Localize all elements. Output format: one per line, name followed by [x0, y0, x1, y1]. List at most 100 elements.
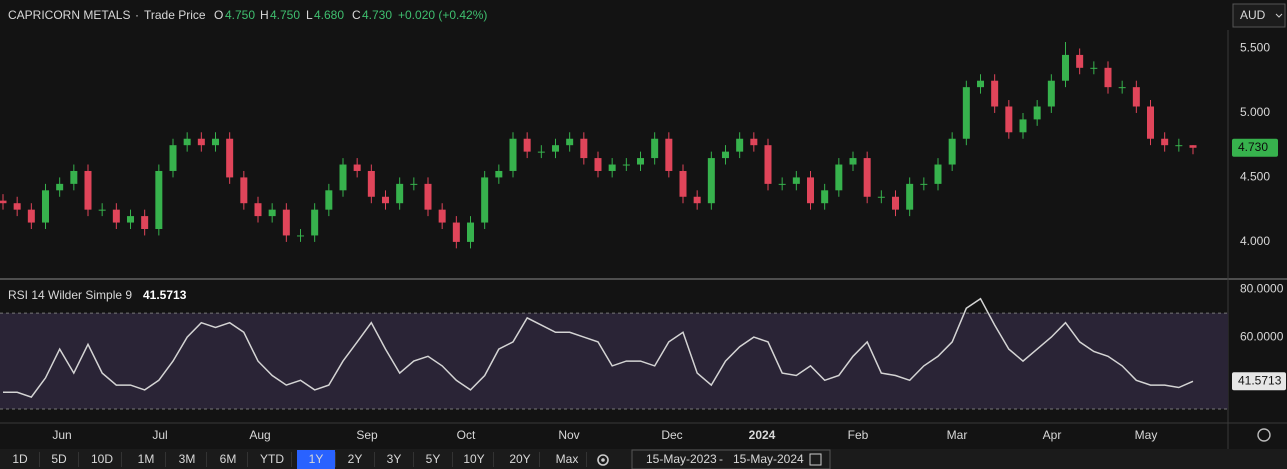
candle-body: [708, 158, 715, 203]
candle-body: [396, 184, 403, 203]
y-tick-label: 60.0000: [1240, 329, 1284, 343]
range-button[interactable]: 5D: [51, 452, 67, 466]
ohlc-value: 4.680: [314, 8, 344, 22]
candle-body: [538, 152, 545, 153]
range-button[interactable]: 1M: [138, 452, 155, 466]
candle-body: [793, 177, 800, 183]
separator: ·: [135, 8, 139, 22]
candle-body: [1034, 107, 1041, 120]
range-button[interactable]: 5Y: [426, 452, 441, 466]
candle-body: [1175, 145, 1182, 146]
candle-body: [56, 184, 63, 190]
candle-body: [141, 216, 148, 229]
candle-body: [566, 139, 573, 145]
y-tick-label: 80.0000: [1240, 281, 1284, 295]
range-button[interactable]: 6M: [220, 452, 237, 466]
candle-body: [609, 165, 616, 171]
x-tick-label: Aug: [249, 428, 270, 442]
candle-body: [524, 139, 531, 152]
candle-body: [1105, 68, 1112, 87]
range-button[interactable]: 3Y: [387, 452, 402, 466]
candle-body: [212, 139, 219, 145]
candle-body: [42, 190, 49, 222]
x-tick-label: Jul: [152, 428, 167, 442]
x-tick-label: Mar: [947, 428, 968, 442]
candle-body: [949, 139, 956, 165]
candle-body: [722, 152, 729, 158]
range-button[interactable]: YTD: [260, 452, 284, 466]
candle-body: [807, 177, 814, 203]
x-tick-label: Sep: [356, 428, 378, 442]
candle-body: [467, 223, 474, 242]
range-button[interactable]: 2Y: [348, 452, 363, 466]
x-tick-label: Nov: [558, 428, 579, 442]
candle-body: [906, 184, 913, 210]
candle-body: [184, 139, 191, 145]
currency: AUD: [1240, 8, 1266, 22]
range-button[interactable]: 1D: [12, 452, 28, 466]
x-tick-label: Jun: [52, 428, 71, 442]
y-tick-label: 5.000: [1240, 105, 1270, 119]
chart-subtitle: Trade Price: [144, 8, 206, 22]
ohlc-value: 4.730: [362, 8, 392, 22]
rsi-title: RSI 14 Wilder Simple 9: [8, 288, 132, 302]
ohlc-key: C: [352, 8, 361, 22]
date-separator: -: [719, 452, 723, 466]
rsi-value: 41.5713: [143, 288, 187, 302]
candle-body: [680, 171, 687, 197]
candle-body: [821, 190, 828, 203]
candle-body: [368, 171, 375, 197]
candle-body: [1119, 87, 1126, 88]
date-end: 15-May-2024: [733, 452, 804, 466]
candle-body: [1090, 68, 1097, 69]
candle-body: [155, 171, 162, 229]
candle-body: [127, 216, 134, 222]
candle-body: [850, 158, 857, 164]
gear-center: [601, 458, 605, 462]
x-tick-label: 2024: [749, 428, 776, 442]
candle-body: [410, 184, 417, 185]
candle-body: [1133, 87, 1140, 106]
candle-body: [750, 139, 757, 145]
date-start: 15-May-2023: [646, 452, 717, 466]
candle-body: [1161, 139, 1168, 145]
y-tick-label: 5.500: [1240, 41, 1270, 55]
x-tick-label: Oct: [457, 428, 476, 442]
range-button[interactable]: 20Y: [509, 452, 530, 466]
candle-body: [1147, 107, 1154, 139]
candle-body: [354, 165, 361, 171]
candle-body: [28, 210, 35, 223]
range-button[interactable]: 3M: [179, 452, 196, 466]
candle-body: [963, 87, 970, 139]
candle-body: [453, 223, 460, 242]
range-button[interactable]: Max: [556, 452, 579, 466]
candle-body: [779, 184, 786, 185]
candle-body: [736, 139, 743, 152]
range-button[interactable]: 10Y: [463, 452, 484, 466]
candle-body: [623, 165, 630, 166]
candle-body: [1048, 81, 1055, 107]
candle-body: [70, 171, 77, 184]
candle-body: [382, 197, 389, 203]
candle-body: [170, 145, 177, 171]
y-tick-label: 4.000: [1240, 234, 1270, 248]
range-button[interactable]: 10D: [91, 452, 113, 466]
candle-body: [85, 171, 92, 210]
chart-title: CAPRICORN METALS: [8, 8, 130, 22]
ohlc-change: +0.020 (+0.42%): [398, 8, 487, 22]
candle-body: [240, 177, 247, 203]
candle-body: [99, 210, 106, 211]
range-button[interactable]: 1Y: [309, 452, 324, 466]
candle-body: [481, 177, 488, 222]
candle-body: [552, 145, 559, 151]
candle-body: [595, 158, 602, 171]
ohlc-value: 4.750: [225, 8, 255, 22]
candle-body: [1020, 119, 1027, 132]
candle-body: [340, 165, 347, 191]
last-price-label: 4.730: [1238, 140, 1268, 154]
candle-body: [255, 203, 262, 216]
candle-body: [425, 184, 432, 210]
candle-body: [439, 210, 446, 223]
